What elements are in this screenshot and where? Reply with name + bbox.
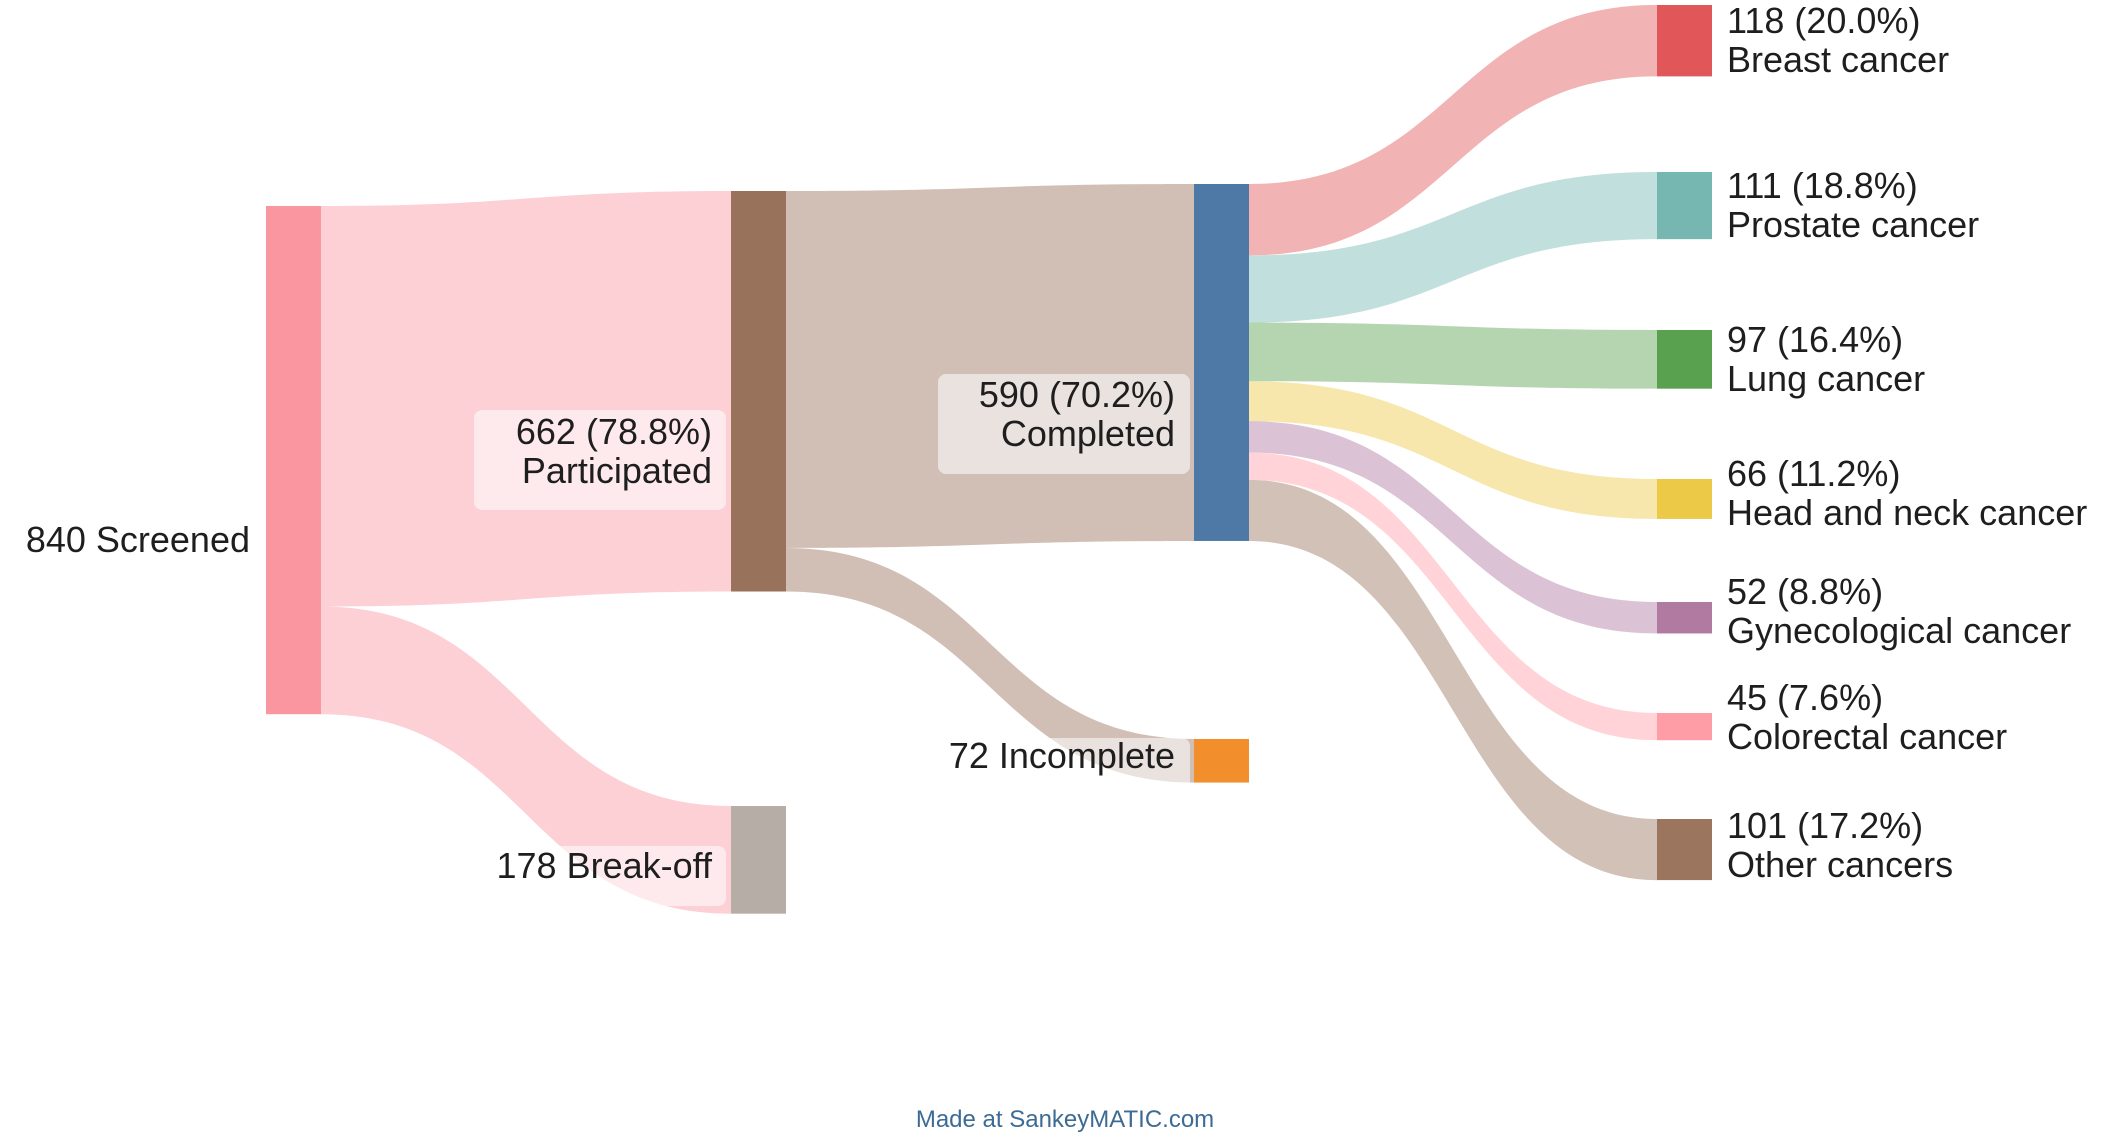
label-bg-breakoff	[466, 846, 726, 906]
node-breakoff[interactable]	[731, 806, 786, 914]
node-gyn[interactable]	[1657, 602, 1712, 634]
label-other: 101 (17.2%) Other cancers	[1727, 805, 1953, 885]
label-completed-line-0: 590 (70.2%)	[979, 374, 1175, 415]
label-colorectal: 45 (7.6%) Colorectal cancer	[1727, 677, 2007, 757]
flow-completed-to-gyn[interactable]	[1249, 421, 1657, 634]
node-completed[interactable]	[1194, 184, 1249, 541]
node-headneck[interactable]	[1657, 479, 1712, 519]
label-bg-incomplete	[918, 738, 1190, 796]
label-gyn: 52 (8.8%) Gynecological cancer	[1727, 571, 2071, 651]
label-completed: 590 (70.2%) Completed	[979, 374, 1175, 454]
label-prostate-line-1: Prostate cancer	[1727, 204, 1979, 245]
label-gyn-line-0: 52 (8.8%)	[1727, 571, 1883, 612]
label-breakoff: 178 Break-off	[497, 845, 713, 886]
node-prostate[interactable]	[1657, 172, 1712, 240]
flow-completed-to-lung[interactable]	[1249, 322, 1657, 389]
label-headneck-line-0: 66 (11.2%)	[1727, 453, 1900, 494]
flow-screened-to-breakoff[interactable]	[321, 606, 731, 914]
label-bg-participated	[474, 410, 726, 510]
node-incomplete[interactable]	[1194, 739, 1249, 783]
flow-screened-to-participated[interactable]	[321, 191, 731, 607]
node-screened[interactable]	[266, 206, 321, 715]
label-participated-line-1: Participated	[522, 450, 712, 491]
label-other-line-0: 101 (17.2%)	[1727, 805, 1923, 846]
label-colorectal-line-1: Colorectal cancer	[1727, 716, 2007, 757]
label-gyn-line-1: Gynecological cancer	[1727, 610, 2071, 651]
label-colorectal-line-0: 45 (7.6%)	[1727, 677, 1883, 718]
label-prostate-line-0: 111 (18.8%)	[1727, 165, 1918, 206]
flow-completed-to-other[interactable]	[1249, 479, 1657, 881]
label-incomplete-line-0: 72 Incomplete	[949, 735, 1175, 776]
node-colorectal[interactable]	[1657, 713, 1712, 741]
label-completed-line-1: Completed	[1001, 413, 1175, 454]
label-lung: 97 (16.4%) Lung cancer	[1727, 319, 1925, 399]
label-participated: 662 (78.8%) Participated	[516, 411, 712, 491]
footer-credit[interactable]: Made at SankeyMATIC.com	[916, 1106, 1214, 1133]
node-breast[interactable]	[1657, 5, 1712, 77]
label-screened: 840 Screened	[26, 519, 250, 560]
flow-completed-to-headneck[interactable]	[1249, 381, 1657, 519]
flow-participated-to-completed[interactable]	[786, 184, 1194, 548]
label-lung-line-0: 97 (16.4%)	[1727, 319, 1903, 360]
nodes	[266, 5, 1712, 914]
label-other-line-1: Other cancers	[1727, 844, 1953, 885]
label-prostate: 111 (18.8%) Prostate cancer	[1727, 165, 1979, 245]
flow-completed-to-breast[interactable]	[1249, 5, 1657, 256]
label-breast: 118 (20.0%) Breast cancer	[1727, 0, 1949, 80]
label-breast-line-1: Breast cancer	[1727, 39, 1949, 80]
node-participated[interactable]	[731, 191, 786, 592]
label-breast-line-0: 118 (20.0%)	[1727, 0, 1920, 41]
flow-completed-to-prostate[interactable]	[1249, 172, 1657, 323]
label-lung-line-1: Lung cancer	[1727, 358, 1925, 399]
label-breakoff-line-0: 178 Break-off	[497, 845, 713, 886]
flow-participated-to-incomplete[interactable]	[786, 547, 1194, 783]
node-lung[interactable]	[1657, 330, 1712, 389]
label-headneck-line-1: Head and neck cancer	[1727, 492, 2087, 533]
node-other[interactable]	[1657, 819, 1712, 881]
label-incomplete: 72 Incomplete	[949, 735, 1175, 776]
label-participated-line-0: 662 (78.8%)	[516, 411, 712, 452]
flow-completed-to-colorectal[interactable]	[1249, 452, 1657, 741]
label-bg-completed	[938, 374, 1190, 474]
label-headneck: 66 (11.2%) Head and neck cancer	[1727, 453, 2087, 533]
label-screened-line-0: 840 Screened	[26, 519, 250, 560]
node-labels: 840 Screened 662 (78.8%) Participated 178 B…	[26, 0, 2087, 906]
